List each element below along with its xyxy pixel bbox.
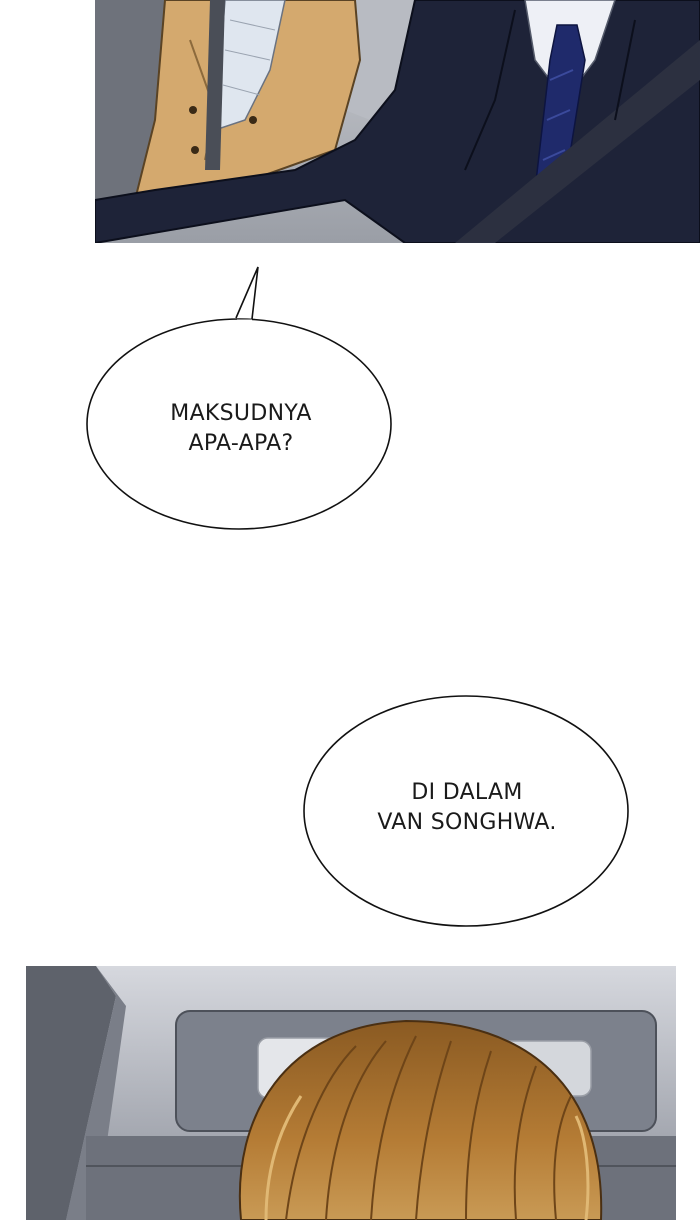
- speech-bubble-2-line-1: DI DALAM: [411, 780, 523, 805]
- speech-bubble-2-shape: [303, 695, 629, 927]
- comic-panel-top: [95, 0, 700, 243]
- speech-bubble-1-line-1: MAKSUDNYA: [170, 401, 312, 426]
- speech-bubble-2: DI DALAM VAN SONGHWA.: [302, 694, 632, 930]
- panel-top-illustration: [95, 0, 700, 243]
- comic-panel-bottom: [26, 966, 676, 1220]
- panel-bottom-illustration: [26, 966, 676, 1220]
- speech-bubble-1-shape: [86, 266, 392, 530]
- speech-bubble-1: MAKSUDNYA APA-APA?: [86, 265, 396, 533]
- speech-bubble-1-text: MAKSUDNYA APA-APA?: [86, 399, 396, 459]
- speech-bubble-2-text: DI DALAM VAN SONGHWA.: [302, 778, 632, 838]
- speech-bubble-1-line-2: APA-APA?: [188, 431, 294, 456]
- speech-bubble-2-line-2: VAN SONGHWA.: [377, 810, 557, 835]
